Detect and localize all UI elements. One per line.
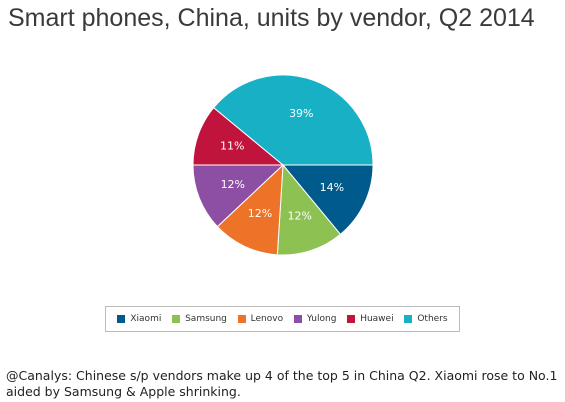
legend-swatch	[347, 315, 356, 323]
legend-label: Others	[417, 314, 448, 324]
legend-label: Lenovo	[250, 314, 284, 324]
legend-item: Huawei	[347, 314, 394, 324]
legend-swatch	[404, 315, 413, 323]
legend-label: Huawei	[360, 314, 394, 324]
pie-slice	[276, 163, 342, 256]
chart: 14% 12% 12% 12% 11% 39%	[192, 74, 374, 256]
caption: @Canalys: Chinese s/p vendors make up 4 …	[6, 368, 558, 399]
data-label: 39%	[289, 107, 313, 120]
legend-item: Lenovo	[237, 314, 284, 324]
legend-item: Yulong	[293, 314, 337, 324]
pie-slice	[212, 74, 374, 166]
legend: Xiaomi Samsung Lenovo Yulong Huawei Others	[105, 306, 460, 332]
legend-label: Yulong	[306, 314, 337, 324]
legend-swatch	[117, 315, 126, 323]
legend-swatch	[172, 315, 181, 323]
legend-swatch	[293, 315, 302, 323]
data-label: 12%	[221, 178, 245, 191]
legend-swatch	[237, 315, 246, 323]
legend-item: Xiaomi	[117, 314, 161, 324]
pie-slice	[216, 163, 284, 256]
data-label: 14%	[320, 181, 344, 194]
data-label: 12%	[287, 209, 311, 222]
data-label: 11%	[220, 140, 244, 153]
chart-title: Smart phones, China, units by vendor, Q2…	[8, 4, 535, 32]
legend-item: Samsung	[172, 314, 227, 324]
legend-label: Xiaomi	[130, 314, 162, 324]
pie-slice	[281, 164, 374, 236]
data-label: 12%	[248, 207, 272, 220]
legend-label: Samsung	[185, 314, 227, 324]
pie-slice	[192, 164, 285, 228]
legend-item: Others	[404, 314, 448, 324]
